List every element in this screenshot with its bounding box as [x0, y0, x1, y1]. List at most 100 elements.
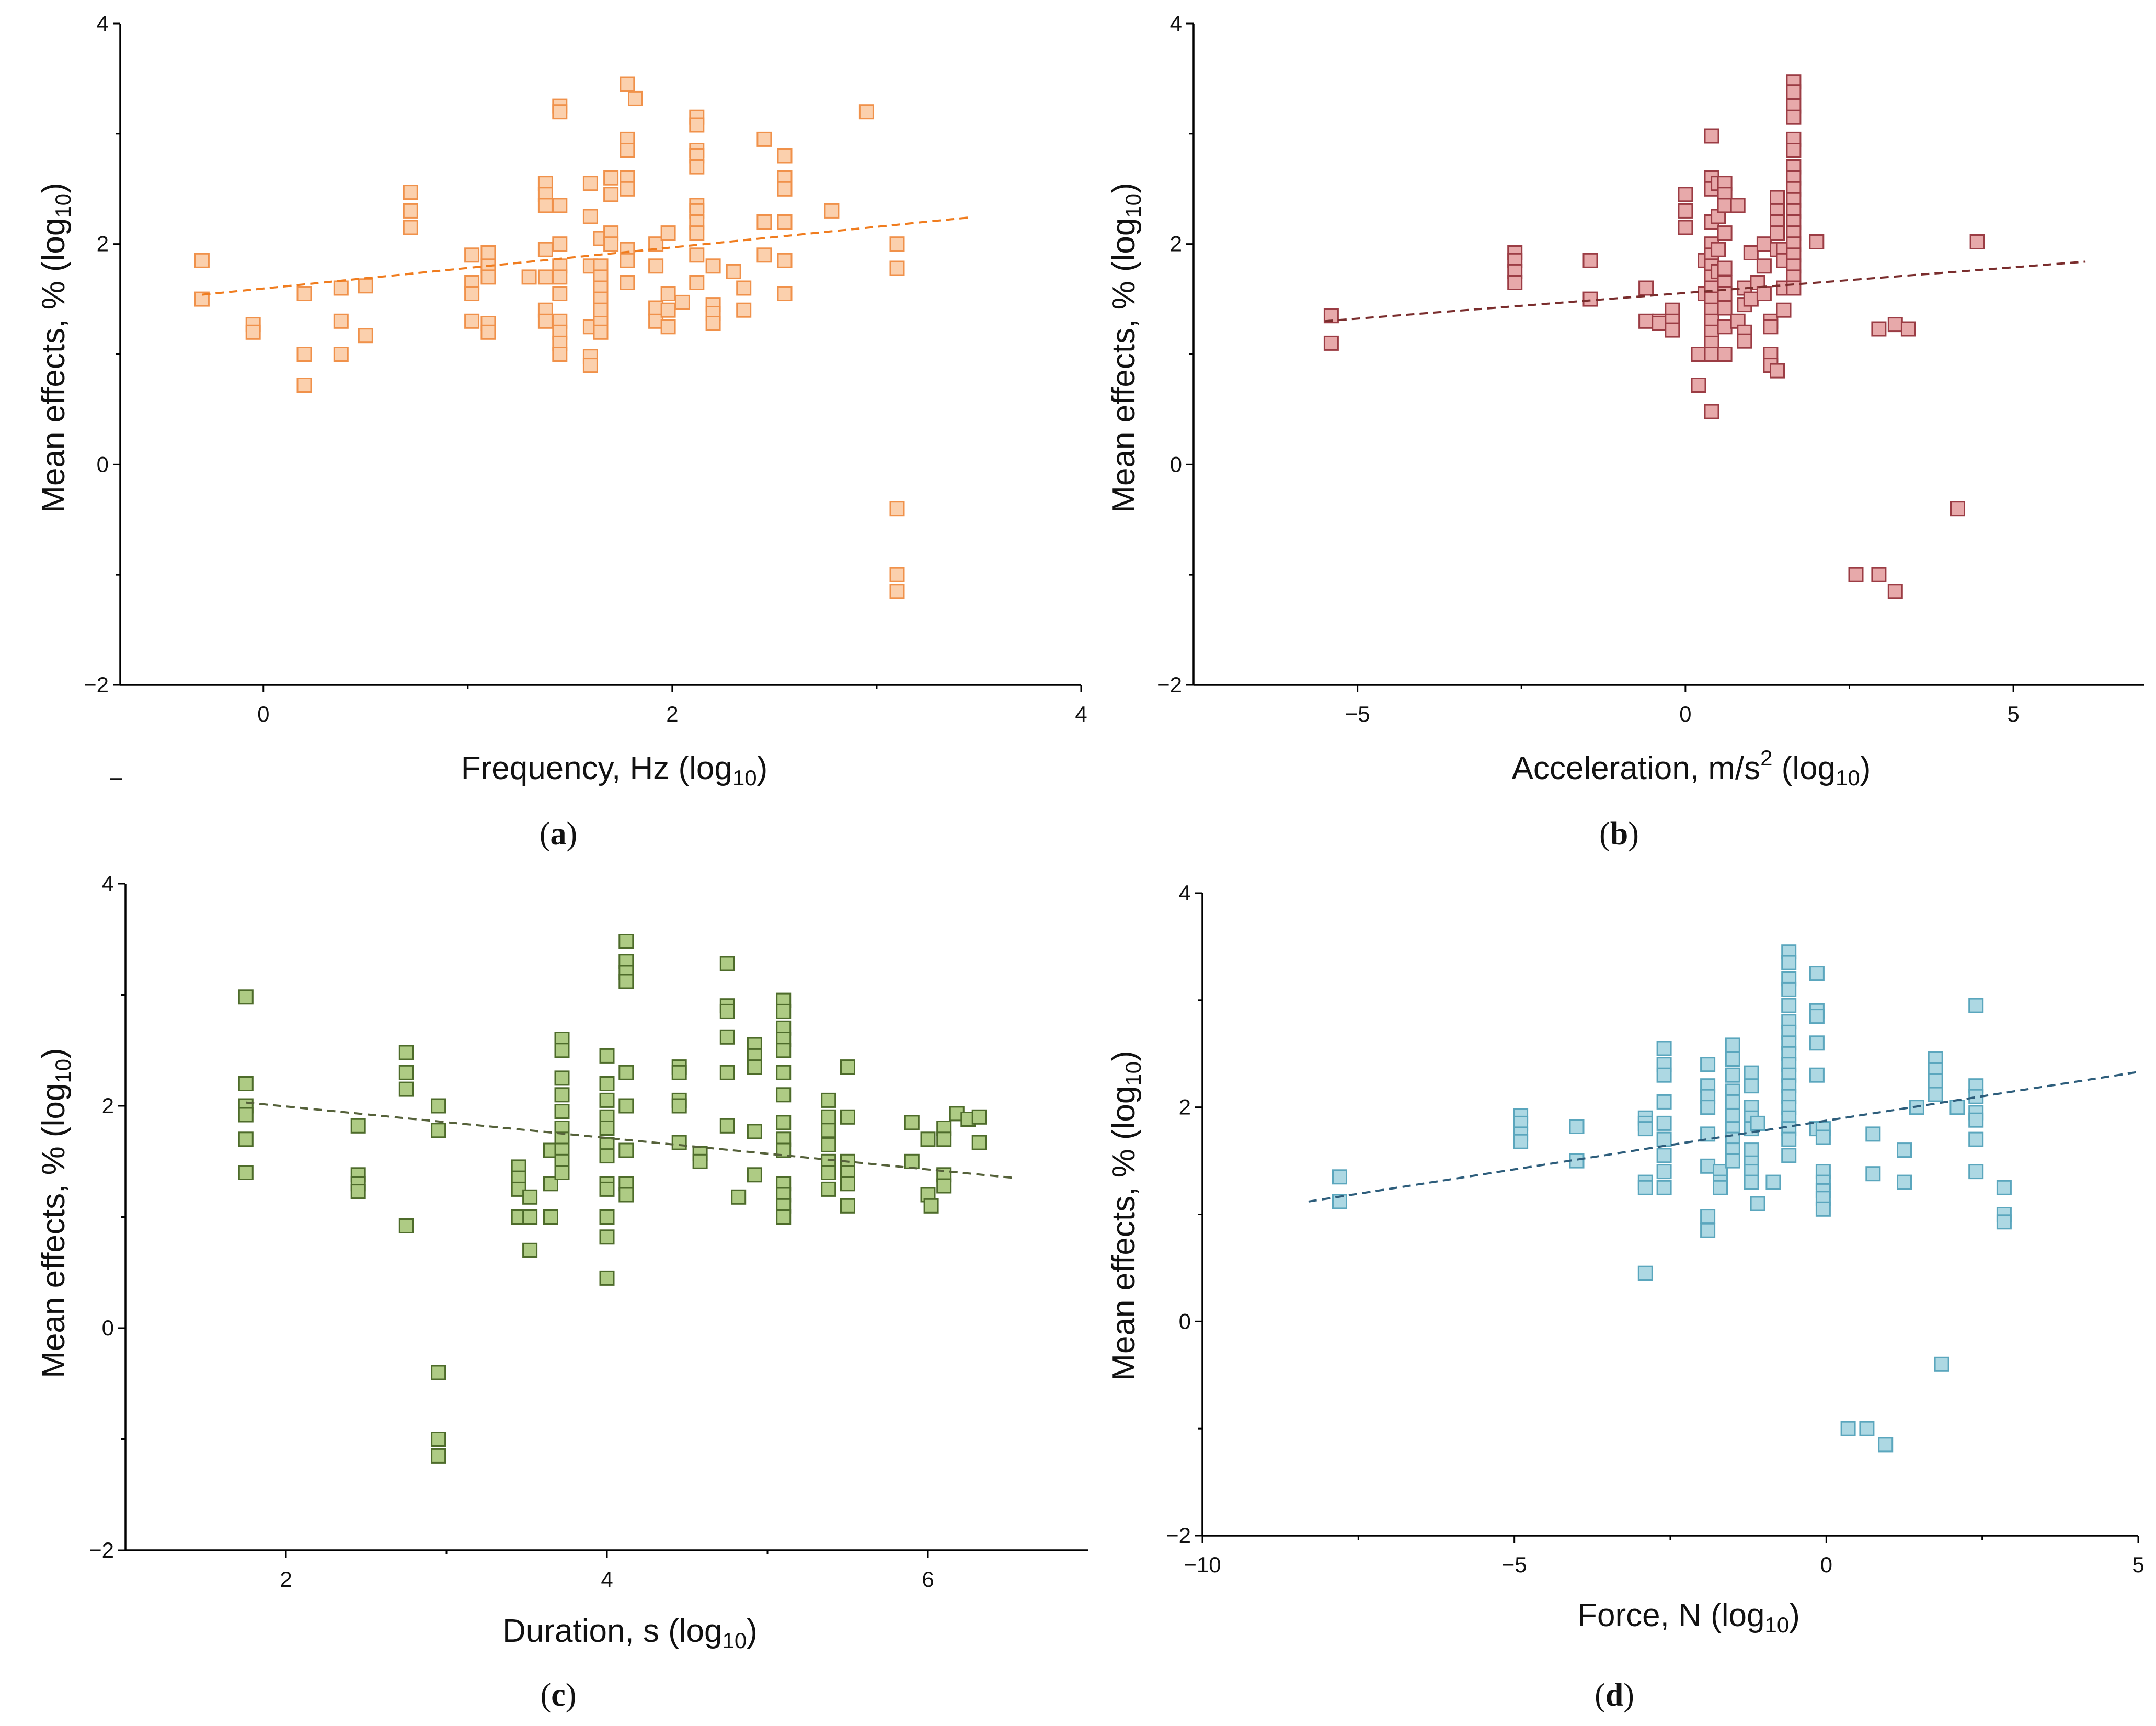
panel-b-data-point [1776, 302, 1792, 318]
panel-d-data-point [1569, 1153, 1585, 1169]
panel-b-data-point [1786, 280, 1802, 296]
panel-c-data-point [936, 1131, 952, 1147]
panel-a-trendline [202, 216, 969, 296]
panel-a-data-point [537, 198, 553, 213]
panel-b-data-point [1678, 187, 1693, 202]
panel-a-data-point [689, 159, 705, 175]
panel-d-data-point [1815, 1201, 1831, 1217]
panel-a-data-point [777, 148, 793, 164]
panel-d-data-point [1809, 966, 1825, 981]
panel-a-frequency: −2 0 2 4 0 2 4 Frequency, Hz (log10) Mean effe… [36, 11, 1087, 852]
panel-c-data-point [618, 934, 634, 949]
panel-a-stray-mark: – [110, 764, 122, 789]
panel-b-data-point [1737, 333, 1752, 349]
panel-c-y-tick-label: −2 [89, 1538, 114, 1562]
panel-d-data-point [1656, 1180, 1672, 1195]
panel-d-data-point [1725, 1067, 1740, 1083]
panel-d-data-point [1928, 1087, 1943, 1102]
panel-d-data-point [1725, 1094, 1740, 1110]
panel-d-data-point [1934, 1356, 1949, 1372]
panel-b-data-point [1848, 567, 1864, 582]
panel-b-data-point [1887, 317, 1903, 333]
panel-c-label: (c) [541, 1677, 577, 1713]
panel-c-data-point [599, 1209, 615, 1225]
panel-c-data-point [522, 1242, 538, 1258]
panel-b-data-point [1704, 404, 1719, 419]
panel-d-data-point [1744, 1078, 1759, 1094]
panel-d-data-point [1725, 1037, 1740, 1053]
panel-d-data-point [1809, 1067, 1825, 1083]
panel-a-data-point [537, 269, 553, 285]
panel-c-data-point [554, 1165, 570, 1180]
panel-c-data-point [543, 1209, 558, 1225]
panel-b-data-point [1691, 347, 1706, 362]
panel-b-data-point [1871, 321, 1887, 337]
panel-a-data-point [689, 247, 705, 263]
panel-c-data-point [719, 1029, 735, 1045]
panel-d-data-point [1840, 1421, 1856, 1436]
panel-c-x-tick-label: 6 [922, 1567, 934, 1592]
panel-a-ticks: −2 0 2 4 0 2 4 [84, 11, 1087, 726]
panel-b-data-point [1743, 291, 1759, 307]
panel-d-data-point [1968, 998, 1984, 1013]
panel-b-data-point [1770, 190, 1785, 205]
panel-a-data-point [824, 203, 840, 219]
panel-a-x-tick-label: 4 [1075, 702, 1087, 726]
panel-a-data-point [552, 236, 568, 252]
panel-b-y-tick-label: −2 [1157, 672, 1182, 697]
panel-b-data-point [1638, 280, 1654, 296]
panel-a-data-point [889, 584, 905, 599]
panel-a-data-point [358, 328, 373, 344]
panel-a-data-point [777, 286, 793, 301]
panel-a-data-point [620, 253, 635, 268]
panel-b-data-point [1507, 275, 1523, 290]
panel-a-data-point [726, 264, 741, 279]
panel-d-data-point [1949, 1100, 1965, 1115]
panel-b-data-point [1743, 245, 1759, 260]
panel-c-data-point [238, 1131, 254, 1147]
panel-d-data-point [1744, 1065, 1759, 1081]
panel-a-data-point [552, 347, 568, 362]
panel-a-data-point [296, 286, 312, 301]
panel-c-x-tick-label: 2 [280, 1567, 292, 1592]
panel-a-data-point [689, 275, 705, 290]
panel-d-data-point [1713, 1180, 1728, 1195]
panel-d-data-point [1781, 1131, 1797, 1147]
panel-a-data-point [660, 286, 676, 301]
panel-a-x-title: Frequency, Hz (log10) [461, 750, 768, 790]
panel-c-data-point [719, 1065, 735, 1080]
panel-c-x-tick-label: 4 [601, 1567, 613, 1592]
panel-d-data-point [1656, 1094, 1672, 1110]
panel-b-y-tick-label: 0 [1170, 452, 1182, 476]
panel-a-data-point [603, 187, 619, 202]
panel-d-data-point [1700, 1057, 1716, 1072]
panel-d-data-point [1865, 1166, 1881, 1182]
panel-d-data-point [1637, 1265, 1653, 1281]
panel-a-data-point [333, 313, 349, 329]
panel-b-data-point [1323, 335, 1339, 351]
panel-a-data-point [756, 131, 772, 147]
panel-b-data-point [1786, 84, 1802, 100]
panel-c-data-point [821, 1165, 836, 1180]
panel-a-points [194, 76, 905, 599]
panel-c-data-point [238, 989, 254, 1005]
panel-b-data-point [1887, 584, 1903, 599]
panel-b-data-point [1582, 291, 1598, 307]
panel-d-data-point [1781, 955, 1797, 970]
panel-a-data-point [620, 76, 635, 92]
panel-d-y-tick-label: 0 [1179, 1309, 1191, 1333]
panel-a-data-point [552, 269, 568, 285]
panel-a-y-tick-label: −2 [84, 672, 109, 697]
panel-d-points [1332, 944, 2012, 1453]
panel-c-data-point [776, 1003, 792, 1019]
panel-b-data-point [1678, 203, 1693, 219]
panel-c-data-point [692, 1153, 708, 1169]
panel-a-data-point [403, 220, 418, 235]
panel-a-data-point [705, 258, 721, 274]
panel-c-data-point [238, 1076, 254, 1091]
panel-a-data-point [464, 286, 480, 301]
panel-d-data-point [1656, 1115, 1672, 1131]
panel-a-data-point [603, 170, 619, 186]
panel-d-data-point [1865, 1126, 1881, 1142]
panel-a-data-point [358, 278, 373, 294]
